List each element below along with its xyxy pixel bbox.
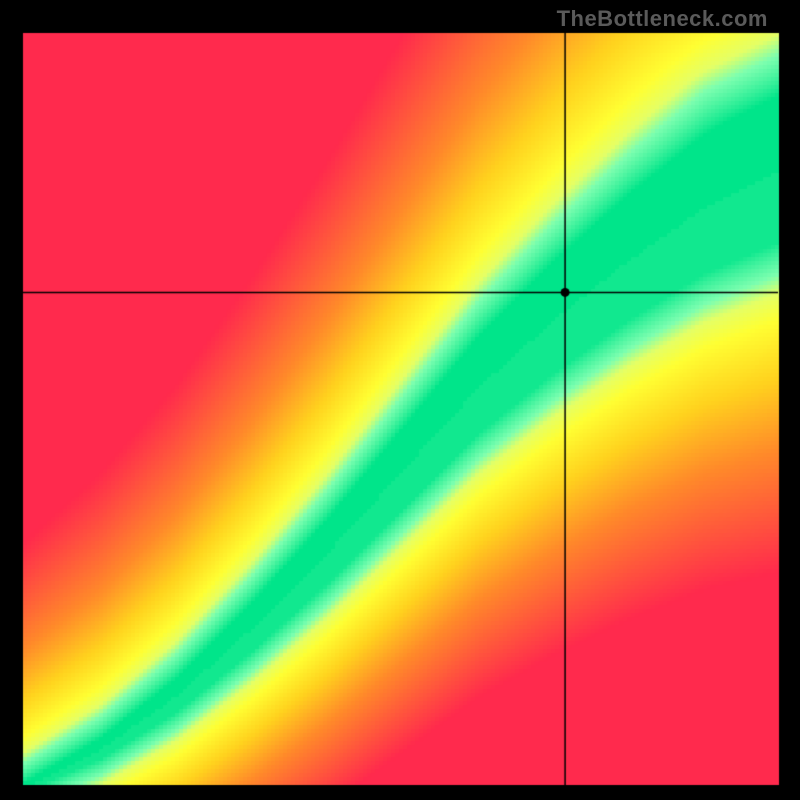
bottleneck-heatmap [0, 0, 800, 800]
watermark-text: TheBottleneck.com [557, 6, 768, 32]
chart-container: { "canvas": { "width": 800, "height": 80… [0, 0, 800, 800]
